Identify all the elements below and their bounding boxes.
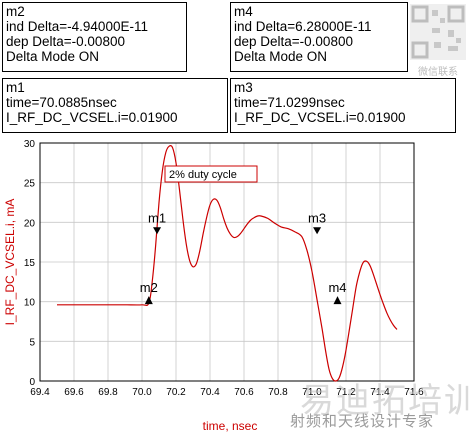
x-tick-label: 70.4 <box>200 387 220 398</box>
marker-box-line: Delta Mode ON <box>6 49 100 64</box>
y-tick-label: 30 <box>24 139 36 150</box>
x-tick-label: 71.0 <box>302 387 322 398</box>
watermark-logo-text: 微信联系 <box>418 65 458 78</box>
marker-m3-label: m3 <box>308 210 326 225</box>
annotation-text: 2% duty cycle <box>169 169 237 181</box>
annotation: 2% duty cycle <box>164 165 258 183</box>
x-tick-label: 71.6 <box>404 387 424 398</box>
marker-box-line: ind Delta=6.28000E-11 <box>234 19 372 34</box>
x-axis-label: time, nsec <box>203 419 258 433</box>
marker-m1-label: m1 <box>148 210 166 225</box>
y-axis-label: I_RF_DC_VCSEL.i, mA <box>3 199 17 326</box>
tick-labels: 69.4 69.6 69.8 70.0 70.2 70.4 70.6 70.8 71.0 71.2… <box>24 139 424 398</box>
x-tick-label: 69.6 <box>64 387 84 398</box>
watermark-title: 易迪拓培训 <box>300 381 472 421</box>
marker-box-line: m2 <box>6 4 25 19</box>
marker-box-line: time=71.0299nsec <box>234 95 345 110</box>
y-tick-label: 10 <box>24 298 36 309</box>
y-tick-label: 0 <box>29 377 35 388</box>
x-tick-label: 70.0 <box>132 387 152 398</box>
annotation-box <box>164 165 258 183</box>
marker-box-line: ind Delta=-4.94000E-11 <box>6 19 148 34</box>
marker-m4-label: m4 <box>328 280 346 295</box>
x-tick-label: 71.4 <box>370 387 390 398</box>
marker-box-m4: m4 ind Delta=6.28000E-11 dep Delta=-0.00… <box>230 2 408 72</box>
y-tick-label: 15 <box>24 258 36 269</box>
y-tick-label: 5 <box>29 337 35 348</box>
grid <box>40 143 414 381</box>
marker-box-m3: m3 time=71.0299nsec I_RF_DC_VCSEL.i=0.01… <box>230 78 456 133</box>
marker-box-line: m3 <box>234 80 253 95</box>
marker-box-line: dep Delta=-0.00800 <box>234 34 353 49</box>
marker-box-line: m1 <box>6 80 25 95</box>
marker-box-line: I_RF_DC_VCSEL.i=0.01900 <box>6 110 178 125</box>
marker-m2-label: m2 <box>140 280 158 295</box>
watermark-subtitle: 射频和天线设计专家 <box>290 412 435 430</box>
marker-m1-symbol <box>153 227 162 235</box>
series-line <box>57 145 398 382</box>
marker-m2-symbol <box>144 296 153 305</box>
x-tick-label: 70.8 <box>268 387 288 398</box>
marker-m3-symbol <box>313 227 322 235</box>
marker-box-line: dep Delta=-0.00800 <box>6 34 125 49</box>
marker-box-line: time=70.0885nsec <box>6 95 117 110</box>
marker-box-line: m4 <box>234 4 253 19</box>
watermark-qr-icon: 微信联系 <box>410 4 466 78</box>
marker-box-m2: m2 ind Delta=-4.94000E-11 dep Delta=-0.0… <box>2 2 187 72</box>
marker-box-line: Delta Mode ON <box>234 49 328 64</box>
marker-box-m1: m1 time=70.0885nsec I_RF_DC_VCSEL.i=0.01… <box>2 78 228 133</box>
x-tick-label: 69.4 <box>30 387 50 398</box>
x-tick-label: 70.2 <box>166 387 186 398</box>
y-tick-label: 20 <box>24 218 36 229</box>
x-tick-label: 70.6 <box>234 387 254 398</box>
marker-box-line: I_RF_DC_VCSEL.i=0.01900 <box>234 110 406 125</box>
y-tick-label: 25 <box>24 179 36 190</box>
x-tick-label: 69.8 <box>98 387 118 398</box>
marker-m4-symbol <box>333 296 342 305</box>
x-tick-label: 71.2 <box>336 387 356 398</box>
markers: m1 m2 m3 m4 <box>140 210 347 305</box>
plot-frame <box>39 142 415 382</box>
